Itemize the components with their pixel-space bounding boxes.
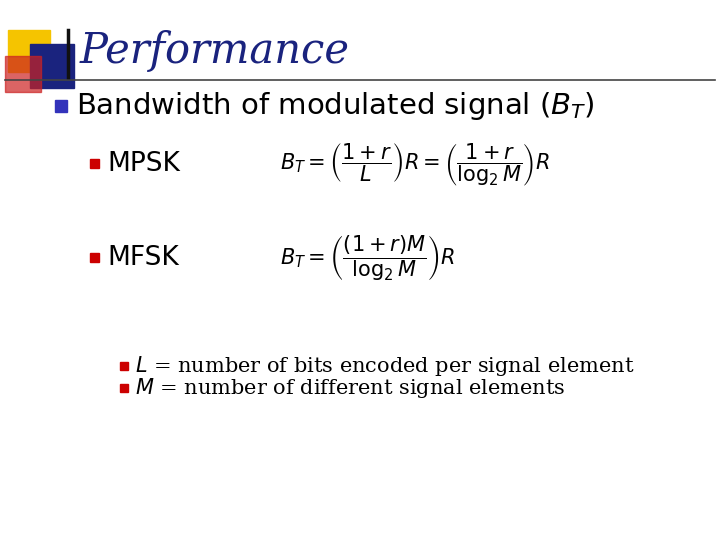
Bar xyxy=(120,384,128,392)
Text: $B_T = \left(\dfrac{(1+r)M}{\log_2 M}\right)R$: $B_T = \left(\dfrac{(1+r)M}{\log_2 M}\ri… xyxy=(280,233,455,283)
Bar xyxy=(120,362,128,370)
Bar xyxy=(90,253,99,262)
Text: MFSK: MFSK xyxy=(107,245,179,271)
Text: MPSK: MPSK xyxy=(107,151,180,177)
Text: $L$ = number of bits encoded per signal element: $L$ = number of bits encoded per signal … xyxy=(135,354,634,378)
Text: $M$ = number of different signal elements: $M$ = number of different signal element… xyxy=(135,376,565,400)
Bar xyxy=(30,44,74,88)
Bar xyxy=(8,30,50,72)
Text: Performance: Performance xyxy=(80,30,350,72)
Text: $B_T = \left(\dfrac{1+r}{L}\right)R = \left(\dfrac{1+r}{\log_2 M}\right)R$: $B_T = \left(\dfrac{1+r}{L}\right)R = \l… xyxy=(280,140,550,187)
Bar xyxy=(90,159,99,168)
Bar xyxy=(5,56,41,92)
Text: Bandwidth of modulated signal ($B_T$): Bandwidth of modulated signal ($B_T$) xyxy=(76,90,595,122)
Bar xyxy=(55,100,67,112)
